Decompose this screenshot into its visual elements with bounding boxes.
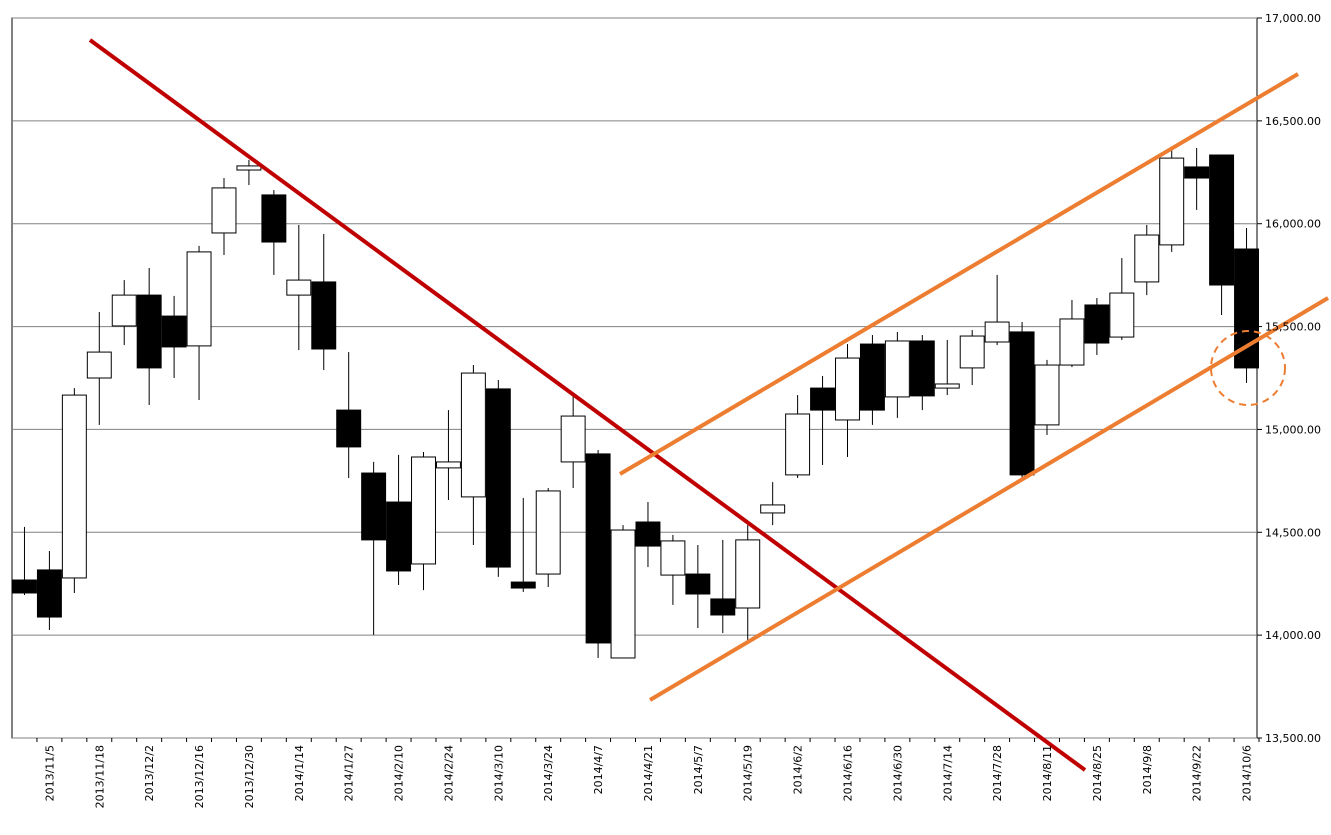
candle-body	[111, 294, 137, 327]
x-tick-label: 2013/12/16	[193, 745, 206, 808]
candle-body	[311, 281, 337, 350]
candle-body	[610, 529, 636, 659]
candle-body	[1184, 166, 1210, 179]
x-tick-label: 2014/7/28	[991, 745, 1004, 801]
downtrend-line	[88, 38, 1087, 772]
candle-body	[11, 579, 37, 594]
candle-body	[635, 521, 661, 547]
candle-body	[859, 343, 885, 411]
candle-body	[186, 251, 212, 347]
x-tick-label: 2014/9/8	[1141, 745, 1154, 794]
candle-body	[510, 581, 536, 589]
x-tick-label: 2014/3/10	[492, 745, 505, 801]
x-tick-label: 2013/11/5	[43, 745, 56, 801]
candle-body	[1059, 318, 1085, 366]
y-tick-label: 15,000.00	[1265, 423, 1321, 436]
y-tick-label: 16,000.00	[1265, 218, 1321, 231]
candle-body	[1209, 154, 1235, 286]
candle-body	[361, 472, 387, 541]
x-tick-label: 2014/8/11	[1041, 745, 1054, 801]
candle-body	[286, 279, 312, 296]
lower-channel-line	[648, 296, 1330, 702]
trend-lines	[88, 38, 1330, 772]
candle-body	[336, 409, 362, 448]
candle-body	[211, 187, 237, 234]
candle-body	[1034, 364, 1060, 426]
candle-body	[61, 394, 87, 579]
y-tick-label: 14,500.00	[1265, 526, 1321, 539]
candle-body	[236, 165, 262, 171]
candle-body	[560, 415, 586, 463]
x-tick-label: 2013/11/18	[93, 745, 106, 808]
x-tick-label: 2014/1/14	[293, 745, 306, 801]
candle-body	[835, 357, 860, 421]
candle-body	[36, 569, 62, 618]
candle-body	[1234, 248, 1260, 369]
x-tick-label: 2014/8/25	[1091, 745, 1104, 801]
candle-body	[585, 453, 611, 644]
x-tick-label: 2014/2/24	[442, 745, 455, 801]
x-tick-label: 2014/4/7	[592, 745, 605, 794]
plot-area	[11, 17, 1262, 739]
x-tick-label: 2014/1/27	[343, 745, 356, 801]
candle-body	[660, 540, 686, 576]
candle-body	[136, 294, 162, 369]
x-tick-label: 2014/5/19	[742, 745, 755, 801]
candle-body	[934, 383, 960, 389]
x-tick-label: 2014/6/16	[841, 745, 854, 801]
x-tick-label: 2014/6/30	[891, 745, 904, 801]
candle-body	[161, 315, 187, 348]
x-tick-label: 2014/6/2	[792, 745, 805, 794]
candle-body	[1009, 331, 1035, 476]
highlight-circle	[1210, 330, 1286, 406]
x-tick-label: 2013/12/2	[143, 745, 156, 801]
candle-body	[984, 321, 1010, 343]
x-tick-label: 2014/7/14	[941, 745, 954, 801]
candle-body	[760, 504, 786, 514]
candle-body	[735, 539, 761, 609]
candle-body	[485, 388, 511, 568]
candle-body	[1159, 157, 1185, 246]
candle-body	[535, 490, 561, 575]
x-tick-label: 2014/9/22	[1191, 745, 1204, 801]
x-tick-label: 2014/2/10	[393, 745, 406, 801]
y-tick-label: 17,000.00	[1265, 12, 1321, 25]
candle-body	[411, 456, 436, 565]
x-tick-label: 2014/4/21	[642, 745, 655, 801]
x-tick-label: 2014/10/6	[1241, 745, 1254, 801]
x-tick-label: 2013/12/30	[243, 745, 256, 808]
x-tick-label: 2014/5/7	[692, 745, 705, 794]
y-tick-label: 15,500.00	[1265, 321, 1321, 334]
candle-body	[710, 598, 736, 616]
candle-body	[86, 351, 112, 379]
candle-body	[884, 340, 910, 398]
x-tick-label: 2014/3/24	[542, 745, 555, 801]
candle-body	[810, 387, 836, 411]
candle-body	[435, 461, 461, 469]
candle-body	[460, 372, 486, 498]
candle-body	[386, 501, 412, 572]
candle-body	[685, 573, 711, 595]
y-tick-label: 16,500.00	[1265, 115, 1321, 128]
y-tick-label: 13,500.00	[1265, 732, 1321, 745]
candle-body	[909, 340, 935, 397]
candle-body	[261, 194, 287, 243]
candle-body	[1109, 292, 1135, 338]
candle-body	[1134, 234, 1160, 283]
y-tick-label: 14,000.00	[1265, 629, 1321, 642]
upper-channel-line	[618, 72, 1300, 476]
candle-body	[1084, 304, 1110, 344]
candle-body	[785, 413, 811, 476]
candle-body	[959, 335, 985, 369]
